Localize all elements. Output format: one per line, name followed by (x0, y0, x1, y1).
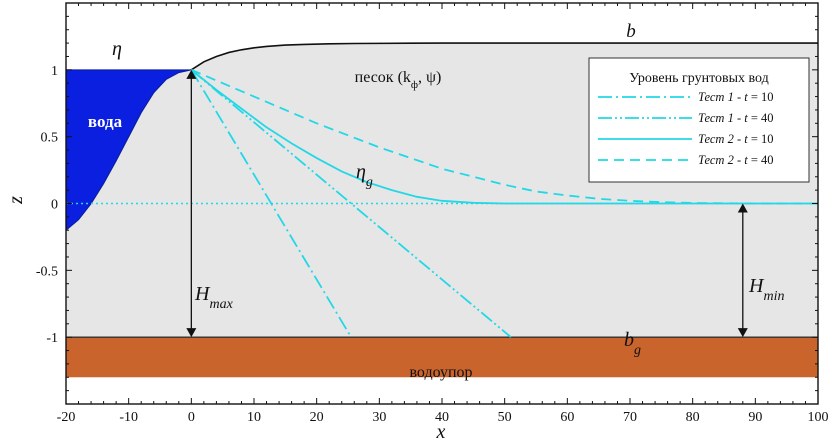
y-tick-label: -0.5 (36, 264, 58, 279)
x-axis-title: x (436, 421, 446, 443)
water-label: вода (88, 112, 123, 131)
hmin-label: Hmin (748, 275, 784, 304)
hmin-arrow-head-top (737, 203, 748, 213)
axes-layer: -20 -10 0 10 20 30 40 50 60 70 80 90 100 -1 -0.5 0 0.5 1 (36, 2, 829, 425)
y-tick-label: 0.5 (41, 131, 59, 146)
y-axis-title: z (5, 196, 27, 205)
series-line-3 (190, 69, 818, 205)
x-tick-label: 60 (560, 410, 574, 425)
sand-label: песок (kф, ψ) (355, 69, 442, 91)
legend: Уровень грунтовых вод Тест 1 - t = 10Тес… (588, 57, 810, 183)
series-line-1 (190, 69, 352, 338)
x-tick-label: 30 (372, 410, 386, 425)
x-tick-label: 100 (808, 410, 829, 425)
series-line-2 (190, 69, 512, 338)
aquitard-label: водоупор (409, 364, 472, 381)
y-tick-label: 1 (51, 64, 58, 79)
x-tick-label: 80 (686, 410, 700, 425)
legend-box (588, 57, 810, 183)
y-tick-label: -1 (46, 331, 58, 346)
hmin-arrow-head-bottom (737, 328, 748, 338)
eta-label: η (112, 38, 122, 60)
legend-title: Уровень грунтовых вод (629, 71, 769, 86)
x-tick-label: 90 (748, 410, 762, 425)
y-tick-label: 0 (51, 198, 58, 213)
x-tick-label: 0 (188, 410, 195, 425)
eta-g-label: ηg (356, 161, 373, 190)
surface-b-line (190, 42, 818, 71)
legend-entries: Тест 1 - t = 10 Тест 1 - t = 40 Тест 2 - t… (598, 90, 774, 167)
x-tick-label: 40 (435, 410, 449, 425)
hmax-arrow-head-bottom (186, 328, 197, 338)
series-line-4 (190, 69, 818, 205)
legend-label-4: Тест 2 - t = 40 (698, 153, 774, 167)
x-tick-label: 10 (247, 410, 261, 425)
sand-under-water-region (66, 69, 192, 338)
x-tick-label: 70 (623, 410, 637, 425)
water-region (66, 69, 192, 231)
hmax-label: Hmax (194, 283, 234, 312)
x-tick-label: 50 (498, 410, 512, 425)
legend-label-1: Тест 1 - t = 10 (698, 90, 774, 104)
x-tick-label: -20 (57, 410, 76, 425)
x-tick-label: -10 (119, 410, 138, 425)
lines-layer (65, 42, 818, 338)
x-tick-label: 20 (310, 410, 324, 425)
annotations-layer: вода песок (kф, ψ) водоупор η b ηg Hmax … (5, 21, 784, 443)
aquitard-region (66, 337, 818, 378)
legend-label-3: Тест 2 - t = 10 (698, 132, 774, 146)
water-surface-eta-line (65, 69, 192, 231)
bg-label: bg (624, 329, 641, 358)
legend-label-2: Тест 1 - t = 40 (698, 111, 774, 125)
hmax-arrow-head-top (186, 69, 197, 79)
b-label: b (626, 21, 636, 42)
